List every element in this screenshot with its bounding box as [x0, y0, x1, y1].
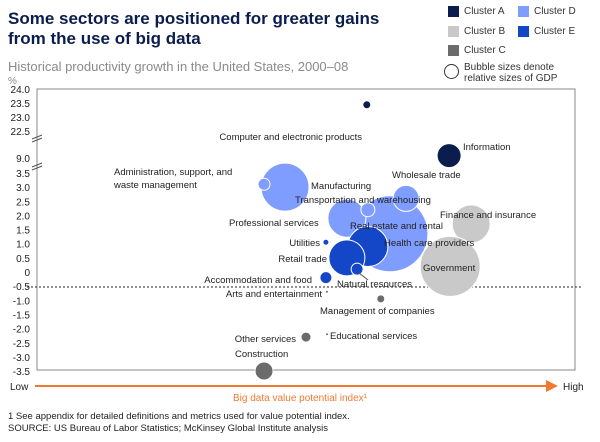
legend-cluster-d: Cluster D	[518, 6, 576, 17]
bubble-label: Management of companies	[320, 306, 435, 317]
legend-label: Cluster D	[534, 6, 576, 17]
source-note: SOURCE: US Bureau of Labor Statistics; M…	[8, 423, 328, 434]
x-high-label: High	[563, 382, 584, 393]
bubble-other-services[interactable]	[300, 331, 312, 343]
bubble-label: Government	[423, 263, 476, 274]
legend-bubble-note: Bubble sizes denote relative sizes of GD…	[444, 62, 574, 84]
bubble-label: Health care providers	[384, 238, 475, 249]
legend-cluster-c: Cluster C	[448, 45, 506, 56]
y-tick-label: -0.5	[13, 282, 31, 293]
bubble-accommodation-and-food[interactable]	[319, 271, 333, 285]
legend-label: Cluster B	[464, 26, 506, 37]
bubble-label: Other services	[235, 334, 296, 345]
bubble-label: Real estate and rental	[350, 221, 443, 232]
bubble-arts-and-entertainment[interactable]	[324, 289, 329, 294]
bubble-label: Professional services	[229, 218, 319, 229]
bubble-educational-services[interactable]	[324, 332, 329, 337]
bubble-utilities[interactable]	[322, 238, 330, 246]
bubble-management-of-companies[interactable]	[376, 294, 386, 304]
bubble-label: Arts and entertainment	[226, 289, 322, 300]
x-low-label: Low	[10, 382, 29, 393]
bubble-government[interactable]	[419, 235, 481, 297]
bubble-wholesale-trade[interactable]	[392, 184, 420, 212]
bubble-label: Retail trade	[278, 254, 327, 265]
leader-line	[358, 272, 369, 281]
y-tick-label: 23.5	[11, 99, 31, 110]
bubble-label: Administration, support, and waste manage…	[113, 167, 232, 191]
legend-label: Cluster E	[534, 26, 576, 37]
bubble-label: Wholesale trade	[392, 170, 461, 181]
axis-break-icon	[31, 134, 43, 143]
y-unit: %	[8, 76, 17, 87]
y-tick-label: 2.5	[16, 197, 30, 208]
bubble-computer-and-electronic-products[interactable]	[362, 100, 372, 110]
legend-cluster-b: Cluster B	[448, 26, 505, 37]
y-tick-label: 3.5	[16, 169, 30, 180]
bubble-label: Transportation and warehousing	[295, 195, 431, 206]
x-axis-title: Big data value potential index¹	[233, 393, 368, 404]
bubble-natural-resources[interactable]	[350, 262, 364, 276]
y-tick-label: -1.5	[13, 310, 31, 321]
plot-frame	[36, 88, 576, 371]
legend-swatch	[518, 6, 529, 17]
legend-swatch	[448, 26, 459, 37]
y-tick-label: 3.0	[16, 183, 30, 194]
legend-cluster-e: Cluster E	[518, 26, 575, 37]
bubble-label: Accommodation and food	[204, 275, 312, 286]
y-tick-label: 0	[24, 268, 30, 279]
bubble-label: Finance and insurance	[440, 210, 536, 221]
bubble-label: Manufacturing	[311, 181, 371, 192]
y-tick-label: 24.0	[11, 85, 31, 96]
bubble-label: Utilities	[289, 238, 320, 249]
legend-swatch	[448, 45, 459, 56]
legend-label: Bubble sizes denote relative sizes of GD…	[464, 62, 558, 84]
axis-break-icon	[31, 162, 43, 171]
chart-title: Some sectors are positioned for greater …	[8, 9, 380, 48]
bubble-size-icon	[444, 64, 459, 79]
bubble-label: Computer and electronic products	[219, 132, 362, 143]
bubble-finance-and-insurance[interactable]	[451, 204, 491, 244]
y-tick-label: -1.0	[13, 296, 31, 307]
legend-label: Cluster C	[464, 45, 506, 56]
bubble-label: Information	[463, 142, 511, 153]
y-tick-label: -2.0	[13, 325, 31, 336]
legend-label: Cluster A	[464, 6, 505, 17]
legend-cluster-a: Cluster A	[448, 6, 505, 17]
legend-swatch	[448, 6, 459, 17]
y-tick-label: 0.5	[16, 254, 30, 265]
bubble-transportation-and-warehousing[interactable]	[360, 202, 376, 218]
y-tick-label: 2.0	[16, 211, 30, 222]
y-tick-label: 1.5	[16, 226, 30, 237]
y-tick-label: 1.0	[16, 240, 30, 251]
bubble-information[interactable]	[436, 143, 462, 169]
y-tick-label: -3.5	[13, 367, 31, 378]
bubble-professional-services[interactable]	[327, 198, 367, 238]
y-tick-label: -3.0	[13, 353, 31, 364]
bubble-label: Natural resources	[337, 279, 412, 290]
y-tick-label: -2.5	[13, 339, 31, 350]
footnote: 1 See appendix for detailed definitions …	[8, 411, 350, 422]
y-tick-label: 9.0	[16, 154, 30, 165]
legend-swatch	[518, 26, 529, 37]
bubble-label: Construction	[235, 349, 288, 360]
y-tick-label: 22.5	[11, 127, 31, 138]
bubble-construction[interactable]	[254, 361, 274, 381]
bubble-label: Educational services	[330, 331, 417, 342]
chart-subtitle: Historical productivity growth in the Un…	[8, 59, 349, 74]
bubble-administration-support-and-waste-management[interactable]	[257, 177, 271, 191]
y-tick-label: 23.0	[11, 113, 31, 124]
